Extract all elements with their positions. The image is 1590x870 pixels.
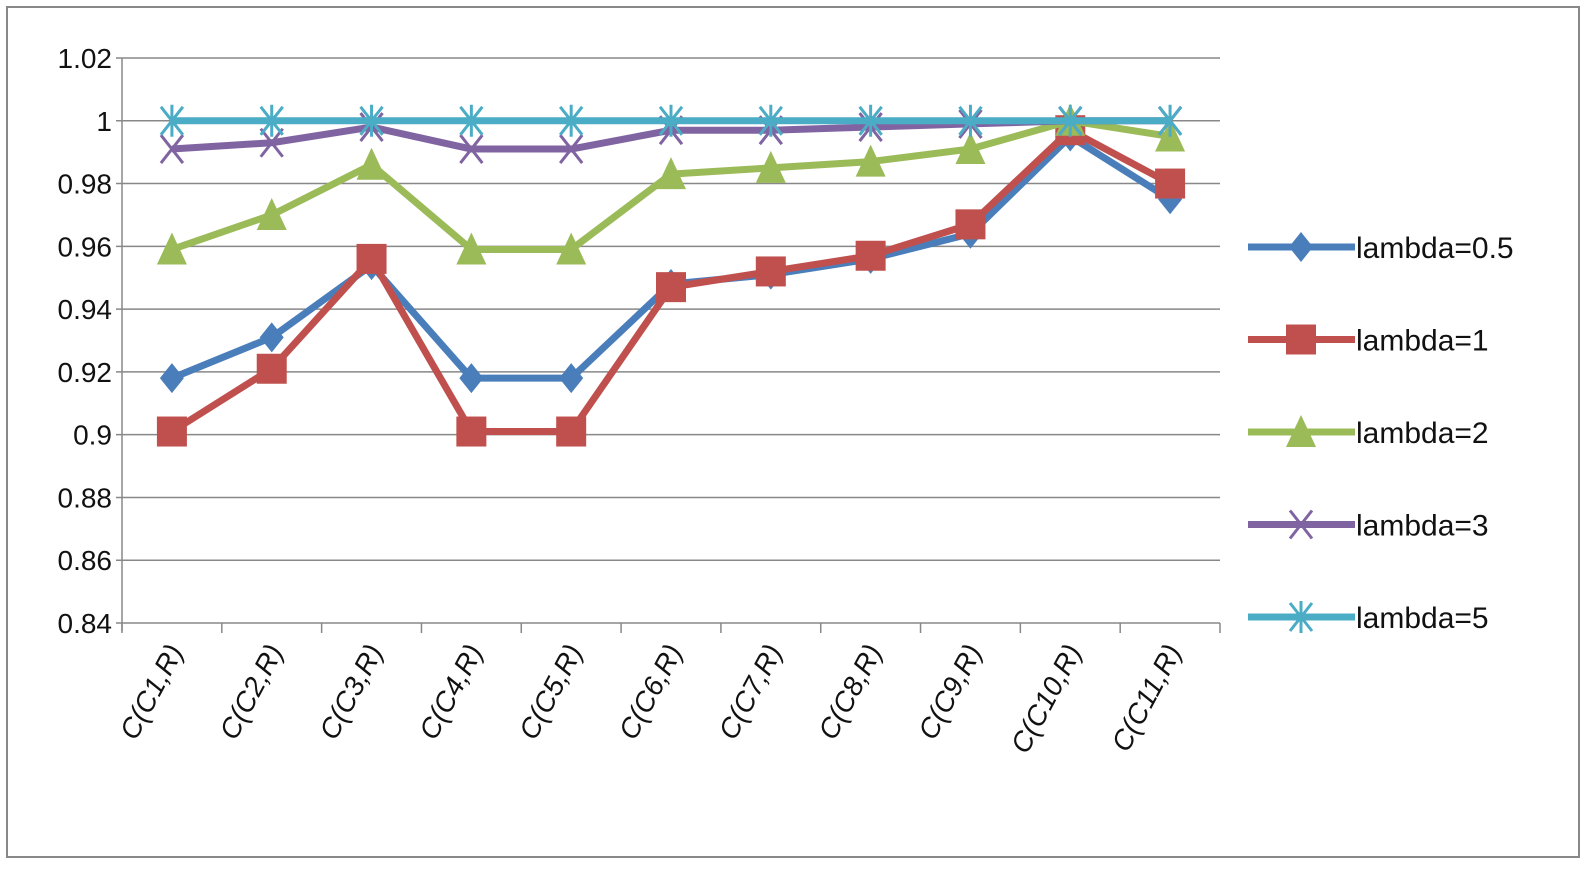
x-marker [1288,509,1314,540]
square-marker [456,416,487,447]
y-tick-label: 0.98 [58,169,113,200]
diamond-marker [559,363,584,394]
y-tick-label: 0.88 [58,482,113,513]
star-marker [658,104,684,137]
x-tick-label: C(C2,R) [213,639,289,744]
legend-item: lambda=2 [1248,415,1489,450]
triangle-marker [456,232,487,265]
star-marker [159,104,185,137]
x-tick-label: C(C6,R) [613,639,689,744]
triangle-marker [556,232,587,265]
legend-label: lambda=5 [1356,602,1489,635]
y-tick-label: 0.96 [58,231,113,262]
x-tick-label: C(C3,R) [313,639,389,744]
triangle-marker [1286,415,1316,447]
x-tick-label: C(C9,R) [912,639,988,744]
x-tick-label: C(C7,R) [713,639,789,744]
triangle-marker [955,132,986,165]
x-marker [459,134,484,164]
legend-item: lambda=0.5 [1248,232,1514,265]
diamond-marker [459,363,484,394]
square-marker [955,209,986,240]
diamond-marker [1289,232,1313,262]
legend-item: lambda=1 [1248,324,1489,358]
y-tick-label: 0.84 [58,608,113,639]
y-tick-label: 0.94 [58,294,113,325]
star-marker [359,104,384,137]
x-tick-label: C(C1,R) [114,639,190,744]
legend-label: lambda=2 [1356,417,1489,450]
triangle-marker [356,147,387,180]
x-tick-label: C(C11,R) [1105,639,1187,756]
series-lambda-2 [156,103,1186,265]
star-marker [1288,601,1314,633]
x-marker [159,134,185,164]
triangle-marker [656,157,686,190]
square-marker [855,240,886,271]
legend-item: lambda=3 [1248,510,1489,543]
star-marker [758,104,783,137]
square-marker [1155,168,1186,199]
y-tick-label: 1.02 [58,43,113,74]
square-marker [755,256,786,287]
x-tick-label: C(C8,R) [812,639,888,744]
star-marker [1058,104,1083,137]
square-marker [1286,324,1316,355]
star-marker [958,104,983,137]
star-marker [559,104,584,137]
triangle-marker [755,150,786,183]
diamond-marker [259,322,284,353]
square-marker [656,272,686,303]
square-marker [556,416,587,447]
x-marker [259,127,284,158]
square-marker [256,353,287,384]
star-marker [858,104,883,137]
y-tick-label: 0.86 [58,545,113,576]
triangle-marker [256,197,287,230]
square-marker [156,416,187,447]
x-tick-label: C(C10,R) [1005,639,1088,758]
y-tick-label: 0.9 [73,420,112,451]
square-marker [356,243,387,274]
legend-item: lambda=5 [1248,601,1489,635]
series-lambda-5 [159,104,1183,137]
chart-frame [6,6,1580,858]
star-marker [259,104,284,137]
star-marker [1157,104,1183,137]
y-tick-label: 0.92 [58,357,113,388]
legend-label: lambda=1 [1356,325,1489,358]
x-tick-label: C(C4,R) [413,639,489,744]
triangle-marker [156,232,187,265]
triangle-marker [855,144,886,177]
diamond-marker [159,363,184,394]
y-tick-label: 1 [96,106,112,137]
x-marker [559,134,584,164]
legend-label: lambda=3 [1356,510,1489,543]
x-tick-label: C(C5,R) [513,639,589,744]
legend-label: lambda=0.5 [1356,232,1514,265]
star-marker [459,104,484,137]
